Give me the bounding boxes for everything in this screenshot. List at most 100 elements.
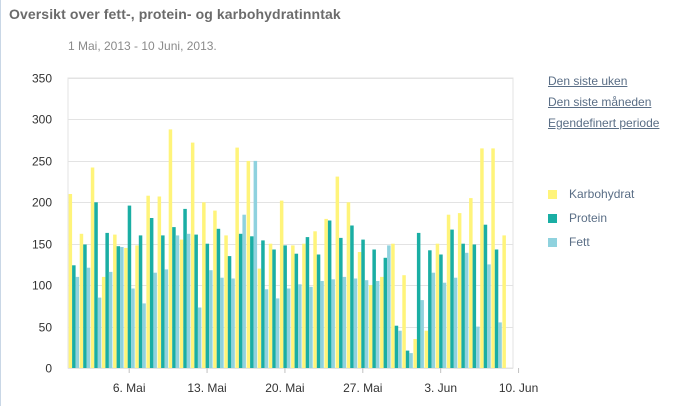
- bar-fett: [197, 307, 202, 368]
- bar-protein: [339, 237, 343, 368]
- bar-karbohydrat: [480, 148, 484, 368]
- bar-fett: [220, 277, 224, 368]
- link-last-week[interactable]: Den siste uken: [548, 74, 628, 88]
- bar-protein: [416, 232, 421, 368]
- bar-fett: [153, 272, 157, 368]
- bar-karbohydrat: [335, 176, 340, 368]
- bar-karbohydrat: [268, 243, 273, 368]
- date-range-subtitle: 1 Mai, 2013 - 10 Juni, 2013.: [68, 39, 217, 53]
- legend-label: Fett: [569, 235, 590, 249]
- bar-karbohydrat: [457, 213, 462, 368]
- bar-karbohydrat: [502, 235, 506, 368]
- bar-karbohydrat: [469, 198, 473, 368]
- link-last-month[interactable]: Den siste måneden: [548, 95, 652, 109]
- legend-item-protein[interactable]: Protein: [548, 206, 634, 230]
- bar-karbohydrat: [446, 214, 451, 368]
- bar-fett: [398, 330, 402, 368]
- legend-item-fett[interactable]: Fett: [548, 230, 634, 254]
- bar-protein: [361, 239, 365, 368]
- bar-karbohydrat: [124, 247, 128, 368]
- x-tick-label: 20. Mai: [265, 381, 304, 395]
- bar-fett: [453, 277, 458, 368]
- bar-protein: [116, 246, 121, 368]
- link-custom-period[interactable]: Egendefinert periode: [548, 116, 660, 130]
- x-tick-label: 13. Mai: [187, 381, 226, 395]
- bar-karbohydrat: [90, 167, 95, 368]
- bar-fett: [431, 272, 436, 368]
- bar-protein: [149, 218, 154, 368]
- bar-karbohydrat: [179, 239, 184, 368]
- bar-karbohydrat: [68, 194, 73, 368]
- bar-karbohydrat: [224, 235, 228, 368]
- bar-fett: [342, 276, 347, 368]
- bar-protein: [327, 220, 332, 368]
- bar-protein: [405, 350, 410, 368]
- x-tick-label: 27. Mai: [343, 381, 382, 395]
- bar-fett: [264, 289, 269, 368]
- bar-karbohydrat: [257, 268, 262, 368]
- bar-karbohydrat: [168, 129, 173, 368]
- bar-protein: [227, 256, 232, 368]
- bar-fett: [487, 264, 491, 368]
- bar-karbohydrat: [235, 147, 239, 368]
- bar-karbohydrat: [135, 245, 139, 368]
- y-tick-label: 350: [32, 72, 52, 86]
- bar-fett: [164, 269, 169, 368]
- legend-label: Karbohydrat: [569, 187, 635, 201]
- bar-protein: [305, 237, 310, 368]
- bar-fett: [498, 322, 502, 368]
- bar-karbohydrat: [424, 330, 429, 368]
- bar-protein: [450, 229, 454, 368]
- bar-fett: [364, 280, 369, 368]
- bar-karbohydrat: [157, 196, 162, 368]
- bar-karbohydrat: [391, 243, 395, 368]
- bar-fett: [476, 326, 480, 368]
- bar-protein: [283, 245, 287, 368]
- bar-protein: [250, 236, 254, 368]
- legend-item-karbohydrat[interactable]: Karbohydrat: [548, 182, 634, 206]
- bar-fett: [75, 276, 80, 368]
- bar-protein: [394, 325, 399, 368]
- y-tick-label: 100: [32, 279, 52, 293]
- y-tick-label: 50: [39, 321, 53, 335]
- bar-karbohydrat: [279, 200, 284, 368]
- bar-fett: [420, 300, 424, 368]
- bar-protein: [350, 225, 354, 368]
- bar-protein: [372, 249, 376, 368]
- chart-legend: Karbohydrat Protein Fett: [548, 182, 634, 254]
- bar-fett: [309, 286, 313, 368]
- x-tick-label: 3. Jun: [424, 381, 457, 395]
- bar-fett: [142, 303, 146, 368]
- bar-protein: [238, 233, 243, 368]
- bar-protein: [261, 240, 265, 368]
- bar-fett: [375, 281, 380, 368]
- bar-protein: [161, 235, 165, 368]
- bar-protein: [194, 234, 198, 368]
- bar-karbohydrat: [368, 285, 373, 368]
- bar-fett: [175, 235, 180, 368]
- bar-protein: [294, 253, 299, 368]
- bar-protein: [183, 208, 187, 368]
- bar-protein: [316, 254, 321, 368]
- x-tick-label: 6. Mai: [113, 381, 146, 395]
- bar-fett: [320, 281, 324, 368]
- bar-fett: [331, 279, 335, 368]
- legend-swatch: [548, 189, 557, 199]
- y-tick-label: 250: [32, 155, 52, 169]
- bar-karbohydrat: [213, 210, 217, 368]
- bar-fett: [409, 353, 413, 368]
- bar-fett: [464, 252, 469, 368]
- bar-fett: [353, 278, 358, 368]
- bar-fett: [298, 284, 302, 368]
- bar-fett: [131, 288, 135, 368]
- bar-karbohydrat: [402, 275, 406, 368]
- bar-karbohydrat: [435, 243, 440, 368]
- bar-karbohydrat: [313, 231, 317, 368]
- bar-karbohydrat: [113, 234, 117, 368]
- bar-karbohydrat: [302, 243, 306, 368]
- bar-fett: [242, 214, 246, 368]
- page-title: Oversikt over fett-, protein- og karbohy…: [9, 6, 341, 22]
- bar-karbohydrat: [380, 276, 384, 368]
- bar-fett: [97, 297, 102, 368]
